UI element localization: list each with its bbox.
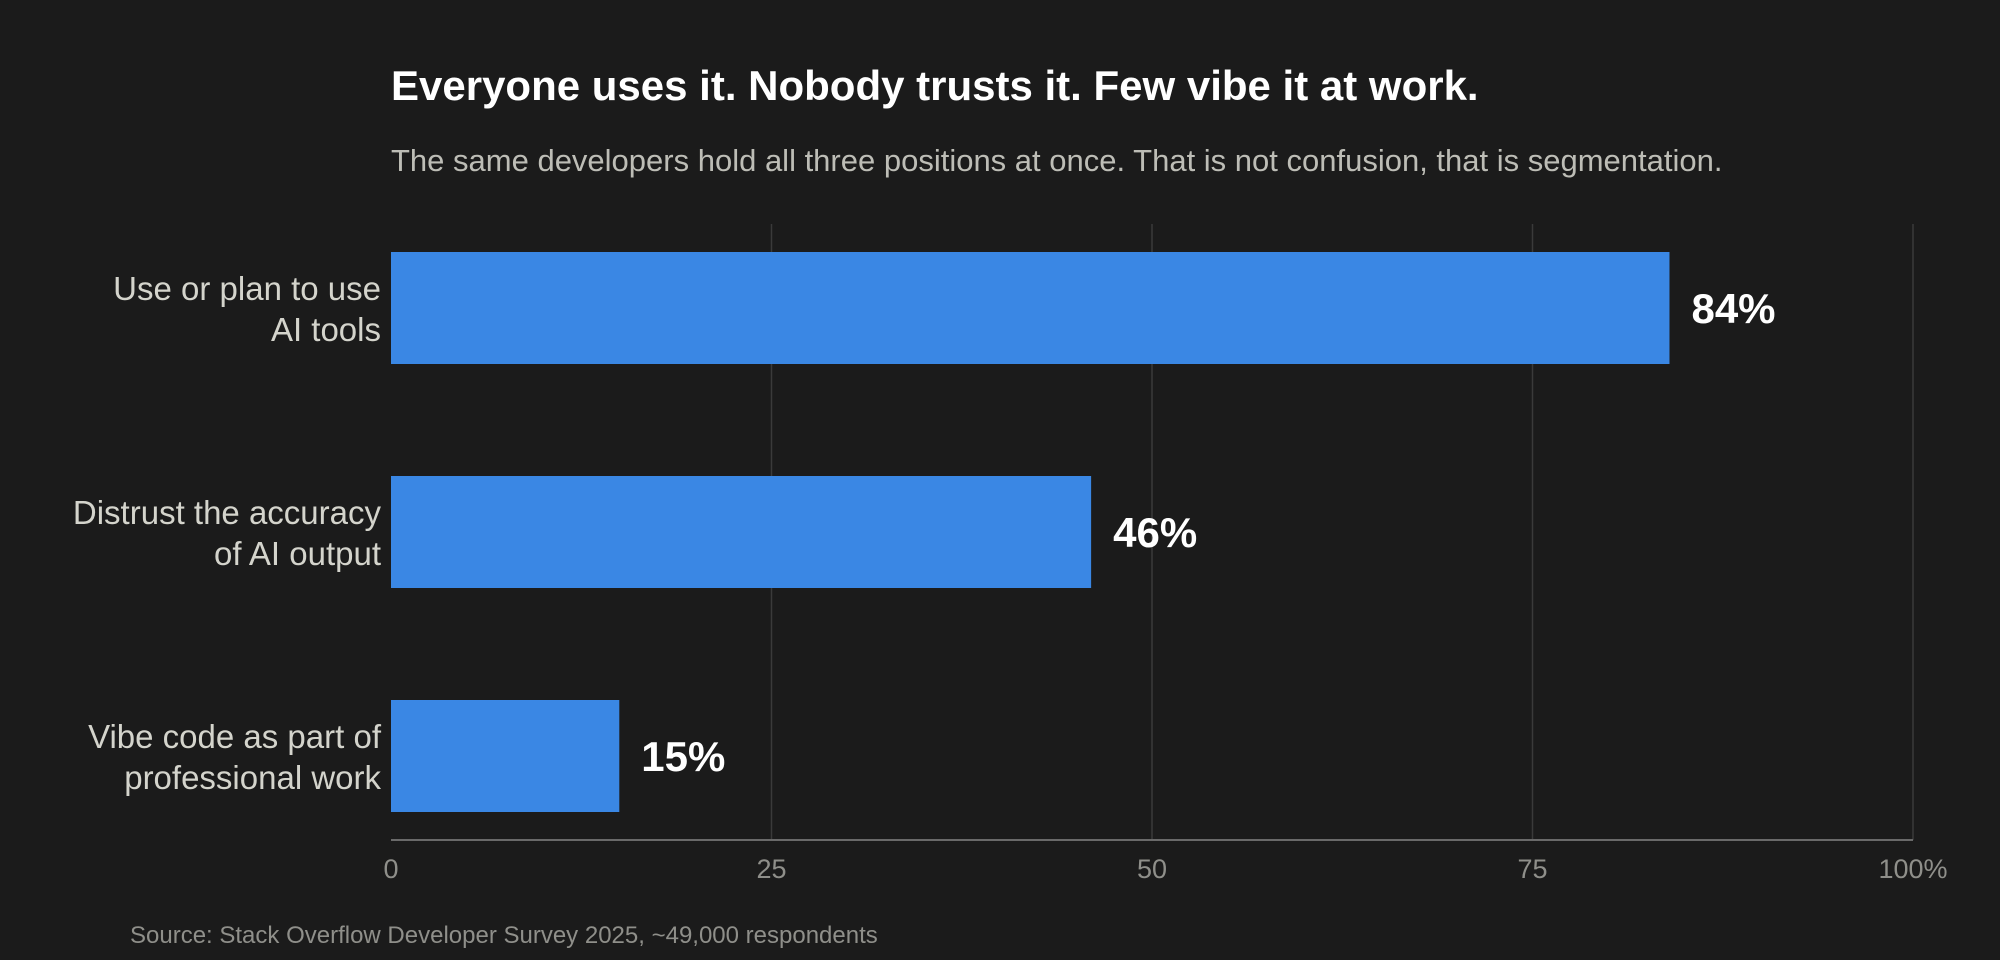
category-label-line: professional work — [124, 759, 381, 796]
chart-title: Everyone uses it. Nobody trusts it. Few … — [391, 62, 1479, 109]
category-label-line: Use or plan to use — [113, 270, 381, 307]
category-label-2: Vibe code as part of professional work — [88, 718, 382, 796]
x-tick-label-50: 50 — [1137, 854, 1167, 884]
x-tick-label-100: 100% — [1878, 854, 1947, 884]
category-label-line: AI tools — [271, 311, 381, 348]
value-label-1: 46% — [1113, 509, 1197, 556]
source-note: Source: Stack Overflow Developer Survey … — [130, 922, 878, 949]
bar-1 — [391, 476, 1092, 588]
x-tick-label-25: 25 — [756, 854, 786, 884]
bar-2 — [391, 700, 620, 812]
x-tick-label-75: 75 — [1517, 854, 1547, 884]
category-label-line: of AI output — [214, 535, 381, 572]
value-label-0: 84% — [1691, 285, 1775, 332]
value-label-2: 15% — [641, 733, 725, 780]
chart-subtitle: The same developers hold all three posit… — [391, 143, 1723, 178]
category-label-0: Use or plan to use AI tools — [113, 270, 381, 348]
category-label-1: Distrust the accuracy of AI output — [73, 494, 382, 572]
bar-0 — [391, 252, 1670, 364]
category-label-line: Vibe code as part of — [88, 718, 382, 755]
x-tick-label-0: 0 — [383, 854, 398, 884]
category-label-line: Distrust the accuracy — [73, 494, 382, 531]
